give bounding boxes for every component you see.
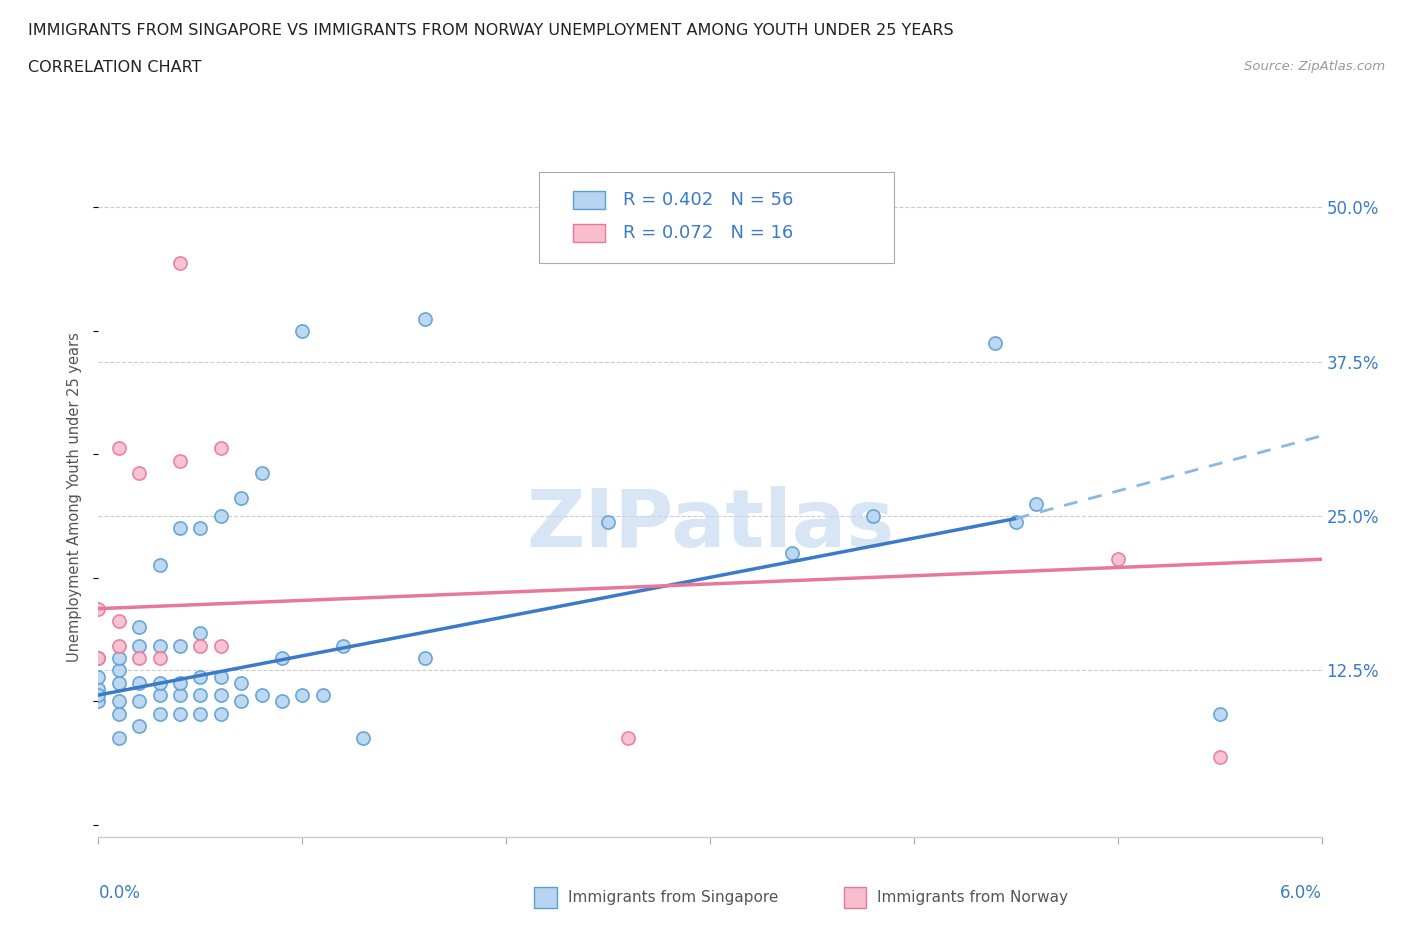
- Text: Source: ZipAtlas.com: Source: ZipAtlas.com: [1244, 60, 1385, 73]
- Point: [270, 694, 292, 709]
- Point: [169, 256, 191, 271]
- Point: [413, 651, 436, 666]
- Point: [169, 706, 191, 721]
- Point: [250, 687, 273, 702]
- Text: Immigrants from Norway: Immigrants from Norway: [877, 890, 1069, 905]
- Point: [209, 687, 232, 702]
- Point: [188, 638, 212, 653]
- Point: [108, 614, 131, 629]
- Point: [108, 663, 131, 678]
- Point: [1025, 497, 1047, 512]
- Point: [209, 706, 232, 721]
- Text: 6.0%: 6.0%: [1279, 884, 1322, 902]
- Point: [188, 687, 212, 702]
- Point: [169, 521, 191, 536]
- Point: [291, 687, 314, 702]
- Text: R = 0.072   N = 16: R = 0.072 N = 16: [623, 224, 793, 242]
- Point: [128, 638, 150, 653]
- Point: [231, 490, 253, 505]
- Point: [862, 509, 884, 524]
- Point: [87, 694, 110, 709]
- Point: [108, 706, 131, 721]
- Point: [188, 706, 212, 721]
- Point: [149, 558, 172, 573]
- FancyBboxPatch shape: [574, 192, 605, 209]
- Point: [250, 465, 273, 480]
- Text: Immigrants from Singapore: Immigrants from Singapore: [568, 890, 779, 905]
- Point: [188, 521, 212, 536]
- Point: [149, 675, 172, 690]
- Point: [87, 651, 110, 666]
- Point: [108, 651, 131, 666]
- Point: [128, 651, 150, 666]
- Y-axis label: Unemployment Among Youth under 25 years: Unemployment Among Youth under 25 years: [67, 333, 83, 662]
- Point: [169, 675, 191, 690]
- Point: [780, 546, 803, 561]
- Point: [188, 626, 212, 641]
- Point: [108, 675, 131, 690]
- Text: 0.0%: 0.0%: [98, 884, 141, 902]
- Point: [108, 441, 131, 456]
- Point: [87, 682, 110, 697]
- Point: [128, 465, 150, 480]
- Point: [1208, 750, 1232, 764]
- Text: R = 0.402   N = 56: R = 0.402 N = 56: [623, 192, 793, 209]
- Point: [169, 638, 191, 653]
- FancyBboxPatch shape: [574, 224, 605, 242]
- Point: [128, 675, 150, 690]
- Point: [209, 441, 232, 456]
- Point: [87, 687, 110, 702]
- Point: [209, 669, 232, 684]
- Point: [149, 651, 172, 666]
- Point: [149, 687, 172, 702]
- Text: ZIPatlas: ZIPatlas: [526, 485, 894, 564]
- Point: [188, 669, 212, 684]
- FancyBboxPatch shape: [538, 172, 894, 263]
- Point: [149, 638, 172, 653]
- Point: [1004, 515, 1026, 530]
- Point: [332, 638, 354, 653]
- Point: [149, 706, 172, 721]
- Point: [87, 601, 110, 616]
- Point: [108, 638, 131, 653]
- Text: CORRELATION CHART: CORRELATION CHART: [28, 60, 201, 75]
- Point: [311, 687, 335, 702]
- Point: [984, 336, 1007, 351]
- Point: [291, 324, 314, 339]
- Point: [108, 694, 131, 709]
- Point: [1208, 706, 1232, 721]
- Point: [108, 731, 131, 746]
- Point: [128, 719, 150, 734]
- Point: [598, 515, 620, 530]
- Text: IMMIGRANTS FROM SINGAPORE VS IMMIGRANTS FROM NORWAY UNEMPLOYMENT AMONG YOUTH UND: IMMIGRANTS FROM SINGAPORE VS IMMIGRANTS …: [28, 23, 953, 38]
- Point: [128, 694, 150, 709]
- Point: [87, 651, 110, 666]
- Point: [413, 312, 436, 326]
- Point: [617, 731, 640, 746]
- Point: [209, 638, 232, 653]
- Point: [352, 731, 374, 746]
- Point: [270, 651, 292, 666]
- Point: [1107, 551, 1129, 566]
- Point: [231, 694, 253, 709]
- Point: [169, 687, 191, 702]
- Point: [209, 509, 232, 524]
- Point: [169, 453, 191, 468]
- Point: [87, 669, 110, 684]
- Point: [231, 675, 253, 690]
- Point: [128, 619, 150, 634]
